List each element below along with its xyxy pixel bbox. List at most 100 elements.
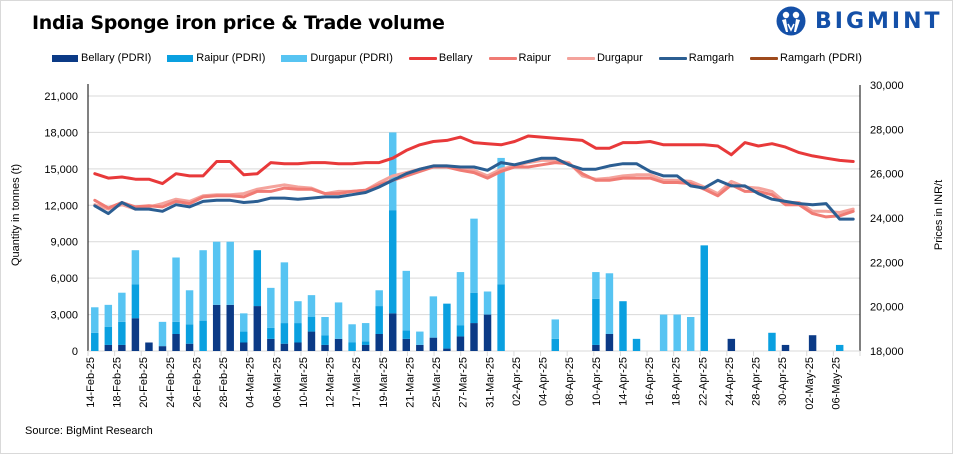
bar-bellary-pdri: [118, 344, 126, 351]
legend-label: Bellary (PDRI): [81, 52, 152, 64]
x-tick-label: 22-Apr-25: [697, 357, 709, 406]
bar-durgapur-pdri: [104, 304, 113, 327]
bar-bellary-pdri: [592, 344, 600, 351]
bar-durgapur-pdri: [199, 250, 207, 321]
bar-durgapur-pdri: [212, 241, 221, 305]
y2-tick-label: 26,000: [870, 169, 904, 181]
legend-swatch: [167, 54, 194, 62]
x-tick-label: 04-Mar-25: [245, 357, 257, 408]
bar-durgapur-pdri: [456, 272, 465, 326]
legend-label: Raipur: [518, 52, 551, 64]
bar-bellary-pdri: [470, 323, 478, 351]
bar-raipur-pdri: [443, 303, 451, 349]
bar-raipur-pdri: [348, 342, 356, 351]
bar-bellary-pdri: [280, 343, 289, 351]
bar-durgapur-pdri: [294, 301, 302, 324]
bar-bellary-pdri: [808, 335, 817, 351]
x-tick-label: 04-Apr-25: [538, 357, 550, 406]
bar-durgapur-pdri: [348, 324, 356, 343]
bar-durgapur-pdri: [334, 302, 343, 339]
x-tick-label: 19-Mar-25: [378, 357, 390, 408]
legend-swatch: [408, 56, 437, 60]
bar-raipur-pdri: [172, 321, 180, 334]
bar-bellary-pdri: [334, 338, 343, 351]
x-tick-label: 27-Mar-25: [458, 357, 470, 408]
bar-durgapur-pdri: [483, 291, 492, 315]
y-tick-label: 3,000: [50, 310, 78, 322]
bar-bellary-pdri: [253, 306, 262, 351]
bar-raipur-pdri: [456, 325, 465, 337]
bar-raipur-pdri: [104, 326, 113, 345]
bar-bellary-pdri: [321, 344, 329, 351]
legend-swatch: [566, 56, 595, 60]
bar-raipur-pdri: [321, 335, 329, 345]
legend-swatch: [750, 56, 779, 60]
bar-raipur-pdri: [131, 284, 140, 319]
bar-raipur-pdri: [551, 338, 559, 351]
line-bellary: [93, 134, 855, 186]
y-tick-label: 18,000: [44, 127, 78, 139]
bar-bellary-pdri: [375, 334, 383, 351]
bar-durgapur-pdri: [118, 292, 126, 322]
y-tick-label: 9,000: [50, 237, 78, 249]
bar-durgapur-pdri: [91, 307, 99, 333]
bar-raipur-pdri: [470, 292, 478, 324]
bar-durgapur-pdri: [497, 157, 505, 285]
y-tick-label: 12,000: [44, 200, 78, 212]
y2-tick-label: 18,000: [870, 346, 904, 358]
bar-raipur-pdri: [199, 320, 207, 351]
legend-label: Durgapur: [596, 52, 643, 64]
bar-raipur-pdri: [118, 321, 126, 345]
bar-durgapur-pdri: [375, 290, 383, 307]
bar-bellary-pdri: [172, 334, 180, 351]
bar-durgapur-pdri: [280, 262, 289, 324]
bar-bellary-pdri: [158, 346, 167, 351]
y-tick-label: 15,000: [44, 164, 78, 176]
bar-durgapur-pdri: [240, 313, 248, 332]
bar-raipur-pdri: [700, 245, 708, 351]
line-ramgarh: [93, 156, 855, 221]
x-tick-label: 26-Feb-25: [191, 357, 203, 408]
legend-label: Ramgarh: [688, 52, 735, 64]
x-tick-label: 12-Mar-25: [325, 357, 337, 408]
legend-item-durgapur: Durgapur: [566, 52, 643, 64]
y2-tick-label: 22,000: [870, 257, 904, 269]
x-tick-label: 18-Apr-25: [671, 357, 683, 406]
bar-raipur-pdri: [619, 301, 627, 351]
bar-bellary-pdri: [483, 314, 492, 351]
x-tick-label: 28-Feb-25: [218, 357, 230, 408]
x-tick-label: 31-Mar-25: [484, 357, 496, 408]
x-tick-label: 10-Mar-25: [298, 357, 310, 408]
y-tick-label: 21,000: [44, 91, 78, 103]
bar-durgapur-pdri: [605, 273, 614, 334]
bar-bellary-pdri: [781, 344, 790, 351]
x-tick-label: 10-Apr-25: [591, 357, 603, 406]
bar-raipur-pdri: [280, 323, 289, 344]
bar-durgapur-pdri: [131, 250, 140, 285]
bar-durgapur-pdri: [389, 132, 397, 211]
bigmint-people-icon: [776, 6, 806, 36]
legend-swatch: [658, 56, 687, 60]
line-raipur: [93, 161, 855, 219]
bar-raipur-pdri: [294, 323, 302, 343]
bar-bellary-pdri: [605, 334, 614, 351]
bar-bellary-pdri: [131, 318, 140, 351]
bar-bellary-pdri: [389, 313, 397, 351]
x-tick-label: 14-Apr-25: [617, 357, 629, 406]
bar-durgapur-pdri: [592, 272, 600, 299]
bar-bellary-pdri: [416, 344, 424, 351]
bar-bellary-pdri: [294, 342, 302, 351]
x-tick-label: 16-Apr-25: [644, 357, 656, 406]
y2-tick-label: 20,000: [870, 302, 904, 314]
bar-durgapur-pdri: [416, 331, 424, 345]
bar-durgapur-pdri: [172, 257, 180, 322]
bar-raipur-pdri: [307, 317, 316, 332]
bar-bellary-pdri: [429, 337, 438, 351]
bar-bellary-pdri: [456, 336, 465, 351]
x-tick-label: 30-Apr-25: [777, 357, 789, 406]
legend-swatch: [281, 54, 308, 62]
bar-durgapur-pdri: [185, 290, 194, 325]
bar-bellary-pdri: [104, 344, 113, 351]
bar-bellary-pdri: [240, 342, 248, 351]
